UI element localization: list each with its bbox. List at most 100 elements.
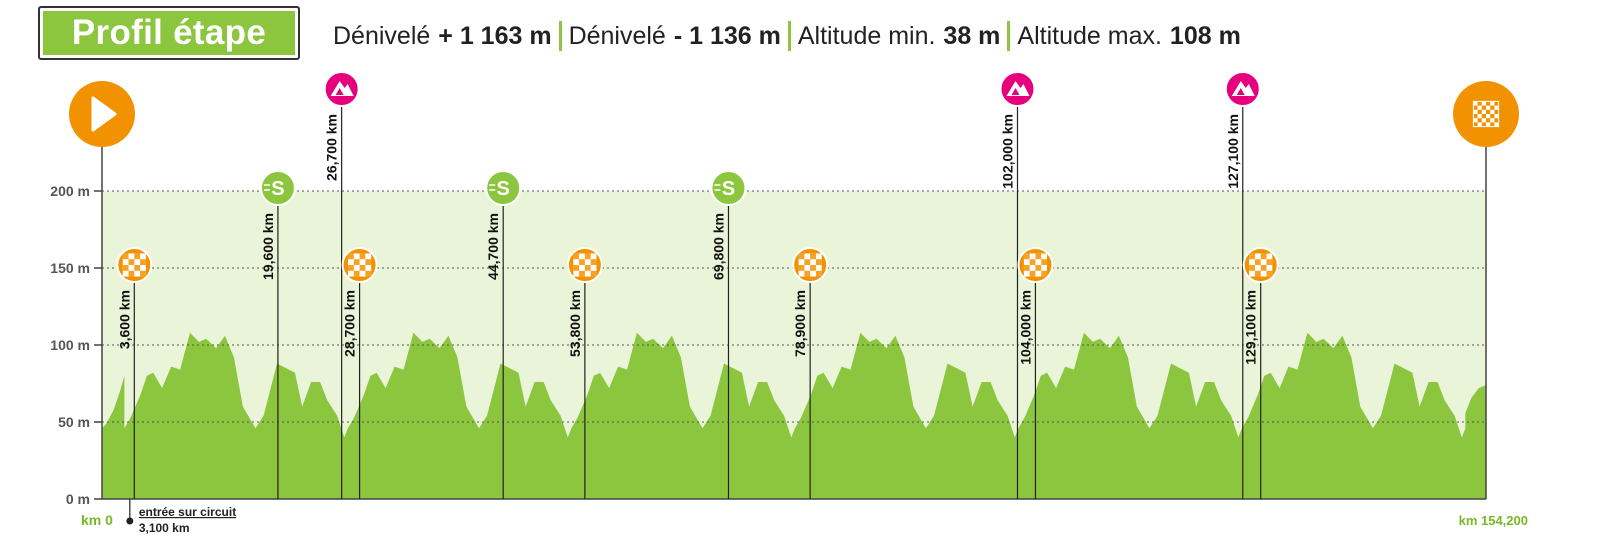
checkered-flag-icon <box>566 247 603 283</box>
point-distance-label: 19,600 km <box>260 213 276 280</box>
flag-square <box>1490 109 1495 114</box>
flag-square <box>815 270 822 277</box>
flag-square <box>348 253 354 260</box>
mountain-icon <box>999 71 1036 107</box>
flag-square <box>1041 259 1047 265</box>
stat-value: 108 m <box>1169 21 1241 50</box>
flag-square <box>1473 101 1478 106</box>
elevation-gain-stat: Dénivelé + 1 163 m <box>333 22 552 51</box>
flag-square <box>584 265 591 271</box>
flag-square <box>1260 265 1267 271</box>
checkered-flag-icon <box>116 247 153 283</box>
flag-square <box>359 253 366 260</box>
start-distance-label: km 0 <box>81 512 113 528</box>
flag-square <box>353 259 360 265</box>
flag-square <box>579 259 585 265</box>
flag-border <box>1472 100 1500 128</box>
flag-square <box>815 259 822 265</box>
stat-label: Dénivelé <box>568 21 666 50</box>
icon-circle <box>710 170 747 206</box>
flag-square <box>590 259 597 265</box>
flag-square <box>798 265 805 271</box>
point-distance-label: 78,900 km <box>792 290 808 357</box>
mountain-shape <box>1006 81 1030 96</box>
mountain-shape <box>1231 81 1255 96</box>
point-distance-label: 26,700 km <box>324 114 340 181</box>
sprint-s-icon: S <box>259 170 296 206</box>
flag-square <box>1266 259 1273 265</box>
flag-square <box>1249 253 1255 260</box>
point-distance-label: 3,600 km <box>116 290 132 349</box>
stat-divider <box>787 21 791 51</box>
sprint-letter: S <box>271 178 284 200</box>
flag-square <box>134 253 141 260</box>
y-tick-label: 50 m <box>58 414 90 430</box>
point-distance-label: 129,100 km <box>1243 290 1259 365</box>
altitude-min-stat: Altitude min. 38 m <box>798 22 1001 51</box>
sprint-s-icon: S <box>485 170 522 206</box>
point-distance-label: 127,100 km <box>1225 114 1241 189</box>
flag-square <box>804 270 811 277</box>
flag-square <box>122 253 129 260</box>
flag-square <box>365 259 372 265</box>
flag-square <box>1481 109 1486 114</box>
flag-square <box>128 259 135 265</box>
flag-square <box>1490 101 1495 106</box>
circuit-entry-dot <box>126 517 134 525</box>
sprint-letter: S <box>497 178 510 200</box>
stage-stats: Dénivelé + 1 163 m Dénivelé - 1 136 m Al… <box>333 18 1241 54</box>
icon-circle <box>259 170 296 206</box>
title-badge: Profil étape <box>38 6 300 60</box>
flag-square <box>122 265 129 271</box>
y-tick-label: 100 m <box>50 337 90 353</box>
icon-circle <box>485 170 522 206</box>
finish-distance-label: km 154,200 <box>1459 513 1528 528</box>
point-distance-label: 102,000 km <box>999 114 1015 189</box>
checkered-flag-icon <box>1242 247 1279 283</box>
flag-square <box>573 265 580 271</box>
finish-flag-icon <box>1453 81 1519 147</box>
stat-divider <box>1007 21 1011 51</box>
flag-square <box>1266 270 1273 277</box>
mountain-icon <box>323 71 360 107</box>
page-title: Profil étape <box>71 13 267 52</box>
flag-square <box>1023 253 1030 260</box>
flag-square <box>365 270 372 277</box>
point-distance-label: 44,700 km <box>485 213 501 280</box>
terrain-profile-area <box>102 332 1486 499</box>
y-tick-label: 0 m <box>66 491 90 507</box>
flag-square <box>1029 259 1036 265</box>
flag-square <box>1254 270 1261 277</box>
flag-square <box>810 265 816 271</box>
stat-value: - 1 136 m <box>673 21 781 50</box>
flag-square <box>353 270 360 277</box>
flag-square <box>1477 105 1482 110</box>
sprint-s-icon: S <box>710 170 747 206</box>
point-distance-label: 53,800 km <box>567 290 583 357</box>
start-play-icon <box>69 81 135 147</box>
flag-square <box>579 270 585 277</box>
flag-square <box>1254 259 1261 265</box>
elevation-loss-stat: Dénivelé - 1 136 m <box>569 22 781 51</box>
stat-divider <box>558 21 562 51</box>
sprint-letter: S <box>722 178 735 200</box>
point-distance-label: 69,800 km <box>710 213 726 280</box>
flag-square <box>573 253 580 260</box>
flag-square <box>140 259 146 265</box>
flag-square <box>1477 122 1482 127</box>
flag-square <box>1486 105 1491 110</box>
flag-square <box>1035 265 1042 271</box>
flag-square <box>1494 122 1499 127</box>
circuit-entry-distance: 3,100 km <box>139 521 190 535</box>
flag-square <box>798 253 805 260</box>
stat-label: Altitude min. <box>797 21 936 50</box>
flag-square <box>1249 265 1255 271</box>
y-tick-label: 150 m <box>50 260 90 276</box>
flag-square <box>128 270 135 277</box>
stat-label: Dénivelé <box>333 21 431 50</box>
flag-square <box>1486 122 1491 127</box>
checkered-flag-icon <box>341 247 378 283</box>
flag-square <box>584 253 591 260</box>
point-distance-label: 104,000 km <box>1017 290 1033 365</box>
